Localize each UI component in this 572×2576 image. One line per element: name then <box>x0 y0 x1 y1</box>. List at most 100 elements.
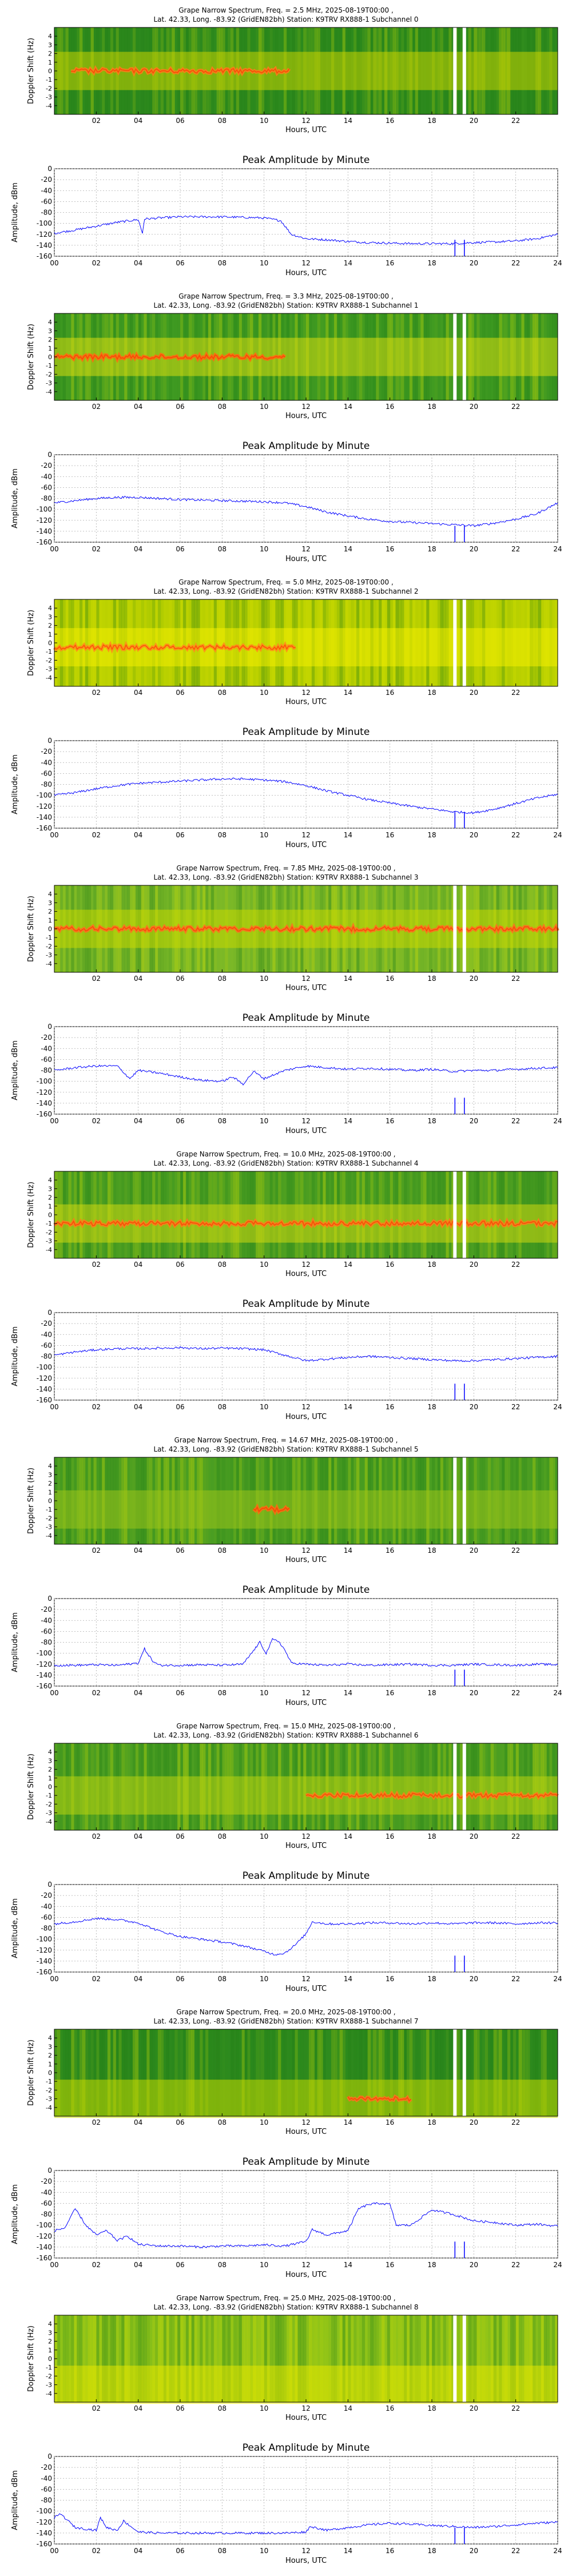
y-tick-label: 0 <box>47 451 52 459</box>
amplitude-title: Peak Amplitude by Minute <box>243 1012 370 1024</box>
data-gap <box>462 313 466 400</box>
x-tick-label: 08 <box>218 689 227 697</box>
y-tick-label: -160 <box>37 1682 52 1690</box>
spectrum-texture <box>250 2029 253 2116</box>
y-axis-label: Amplitude, dBm <box>11 2470 19 2530</box>
spectrum-chart-3: Grape Narrow Spectrum, Freq. = 7.85 MHz,… <box>27 864 559 992</box>
x-tick-label: 00 <box>50 1689 58 1697</box>
amplitude-chart-1: Peak Amplitude by Minute 0 -20 -40 -60 -80 -10… <box>11 440 562 563</box>
spectrum-texture <box>247 2315 251 2402</box>
spectrum-texture <box>510 2029 514 2116</box>
y-tick-label: -60 <box>41 197 52 205</box>
spectrum-texture <box>339 2315 343 2402</box>
x-axis-label: Hours, UTC <box>285 2557 327 2565</box>
spectrum-texture <box>487 2029 491 2116</box>
x-tick-label: 20 <box>470 1117 478 1125</box>
x-tick-label: 22 <box>511 545 520 553</box>
x-tick-label: 10 <box>260 1261 268 1269</box>
spectrum-texture <box>188 2315 192 2402</box>
spectrum-subtitle: Lat. 42.33, Long. -83.92 (GridEN82bh) St… <box>153 587 418 595</box>
spectrum-texture <box>124 2029 128 2116</box>
spectrum-title: Grape Narrow Spectrum, Freq. = 25.0 MHz,… <box>176 2294 395 2302</box>
spectrum-texture <box>317 2315 320 2402</box>
y-tick-label: -120 <box>37 230 52 238</box>
x-tick-label: 06 <box>176 2118 184 2126</box>
x-tick-label: 24 <box>553 1689 562 1697</box>
spectrum-texture <box>99 2029 102 2116</box>
spectrum-texture <box>376 2029 379 2116</box>
y-tick-label: 2 <box>48 908 52 916</box>
spectrum-texture <box>356 2315 360 2402</box>
spectrum-texture <box>527 2315 530 2402</box>
spectrum-texture <box>269 2315 273 2402</box>
y-tick-label: -40 <box>41 758 52 766</box>
y-tick-label: 2 <box>48 2338 52 2346</box>
x-tick-label: 18 <box>427 1975 436 1983</box>
y-tick-label: -60 <box>41 1627 52 1635</box>
spectrum-texture <box>490 2029 494 2116</box>
spectrum-texture <box>535 2029 539 2116</box>
y-tick-label: -20 <box>41 748 52 756</box>
x-tick-label: 22 <box>511 2118 520 2126</box>
spectrum-title: Grape Narrow Spectrum, Freq. = 2.5 MHz, … <box>178 6 394 14</box>
spectrum-texture <box>228 2315 231 2402</box>
spectrum-texture <box>157 2029 161 2116</box>
amplitude-series-line <box>54 496 558 527</box>
x-tick-label: 04 <box>134 1832 142 1840</box>
spectrum-texture <box>219 2315 223 2402</box>
x-tick-label: 10 <box>260 1832 268 1840</box>
spectrum-texture <box>457 2029 460 2116</box>
spectrum-texture <box>303 2315 307 2402</box>
x-tick-label: 04 <box>134 1975 142 1983</box>
spectrum-texture <box>476 2315 480 2402</box>
x-tick-label: 20 <box>470 2547 478 2555</box>
spectrum-texture <box>353 2315 357 2402</box>
x-tick-label: 02 <box>92 2261 101 2269</box>
spectrum-texture <box>289 2315 293 2402</box>
x-tick-label: 16 <box>386 2547 394 2555</box>
x-tick-label: 14 <box>344 117 352 125</box>
y-tick-label: 0 <box>48 2355 52 2363</box>
y-tick-label: -80 <box>41 1639 52 1647</box>
y-tick-label: -40 <box>41 2188 52 2196</box>
amplitude-series-line <box>54 1346 558 1362</box>
y-tick-label: -160 <box>37 252 52 260</box>
spectrum-band <box>54 2366 558 2404</box>
y-tick-label: 1 <box>48 1489 52 1496</box>
x-tick-label: 02 <box>92 2404 101 2412</box>
x-tick-label: 18 <box>427 1261 436 1269</box>
x-tick-label: 18 <box>427 831 436 839</box>
spectrum-texture <box>429 2029 432 2116</box>
amplitude-series-line <box>54 1638 558 1667</box>
y-tick-label: 4 <box>48 1748 52 1756</box>
spectrum-texture <box>515 2029 519 2116</box>
spectrum-texture <box>216 2029 220 2116</box>
x-tick-label: 06 <box>176 2547 184 2555</box>
y-axis-label: Doppler Shift (Hz) <box>27 1182 35 1248</box>
x-tick-label: 12 <box>301 259 310 267</box>
y-tick-label: -140 <box>37 2529 52 2537</box>
spectrum-texture <box>543 2029 547 2116</box>
spectrum-texture <box>239 2315 243 2402</box>
spectrum-texture <box>348 2315 351 2402</box>
x-tick-label: 06 <box>176 831 184 839</box>
y-axis-label: Amplitude, dBm <box>11 2184 19 2244</box>
spectrum-texture <box>451 2029 455 2116</box>
y-tick-label: 0 <box>48 1783 52 1791</box>
spectrum-texture <box>121 2315 125 2402</box>
y-tick-label: -60 <box>41 2485 52 2493</box>
x-tick-label: 12 <box>301 1832 310 1840</box>
spectrum-texture <box>524 2315 527 2402</box>
spectrum-texture <box>339 2029 343 2116</box>
y-tick-label: -4 <box>46 2104 52 2112</box>
spectrum-texture <box>364 2315 368 2402</box>
spectrum-texture <box>323 2315 326 2402</box>
y-tick-label: -3 <box>46 2382 52 2389</box>
data-gap <box>462 599 466 686</box>
amplitude-series-line <box>54 2513 558 2535</box>
spectrum-texture <box>205 2315 209 2402</box>
x-tick-label: 22 <box>511 689 520 697</box>
x-axis-label: Hours, UTC <box>285 412 327 420</box>
x-tick-label: 10 <box>260 2118 268 2126</box>
y-tick-label: -20 <box>41 1319 52 1327</box>
